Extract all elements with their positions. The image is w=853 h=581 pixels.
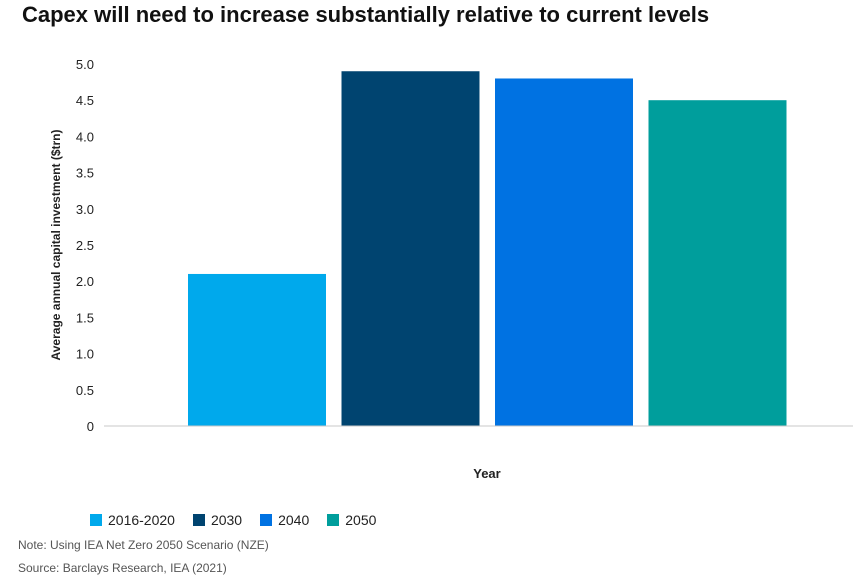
chart-legend: 2016-2020 2030 2040 2050 [90, 512, 394, 528]
y-tick-label: 1.5 [76, 310, 94, 325]
y-tick-label: 0 [87, 419, 94, 434]
chart-title: Capex will need to increase substantiall… [22, 2, 710, 27]
legend-swatch [90, 514, 102, 526]
y-tick-label: 0.5 [76, 383, 94, 398]
chart-source: Source: Barclays Research, IEA (2021) [18, 561, 227, 575]
y-tick-label: 1.0 [76, 347, 94, 362]
y-tick-label: 4.0 [76, 129, 94, 144]
y-tick-label: 3.0 [76, 202, 94, 217]
y-tick-label: 5.0 [76, 57, 94, 72]
y-tick-label: 4.5 [76, 93, 94, 108]
bar-chart: 0 0.5 1.0 1.5 2.0 2.5 3.0 3.5 4.0 4.5 5.0 Average … [49, 57, 853, 481]
legend-swatch [260, 514, 273, 526]
y-tick-label: 2.5 [76, 238, 94, 253]
chart-note: Note: Using IEA Net Zero 2050 Scenario (… [18, 538, 269, 552]
y-axis-label: Average annual capital investment ($trn) [49, 130, 63, 361]
y-tick-label: 3.5 [76, 166, 94, 181]
x-axis-label: Year [473, 466, 500, 481]
y-axis-ticks: 0 0.5 1.0 1.5 2.0 2.5 3.0 3.5 4.0 4.5 5.0 [76, 57, 94, 434]
legend-item: 2030 [192, 512, 243, 528]
legend-swatch [327, 514, 340, 526]
bars [188, 71, 787, 427]
legend-item: 2050 [327, 512, 376, 528]
legend-swatch [192, 514, 205, 526]
legend-label: 2016-2020 [108, 512, 175, 528]
y-tick-label: 2.0 [76, 274, 94, 289]
legend-label: 2050 [345, 512, 377, 528]
legend-label: 2040 [278, 512, 310, 528]
legend-label: 2030 [210, 512, 243, 528]
bar-2030 [341, 71, 480, 427]
bar-2016-2020 [188, 273, 326, 426]
legend-item: 2016-2020 [90, 512, 175, 528]
legend-item: 2040 [260, 512, 309, 528]
bar-2050 [648, 100, 787, 426]
bar-2040 [495, 78, 633, 426]
